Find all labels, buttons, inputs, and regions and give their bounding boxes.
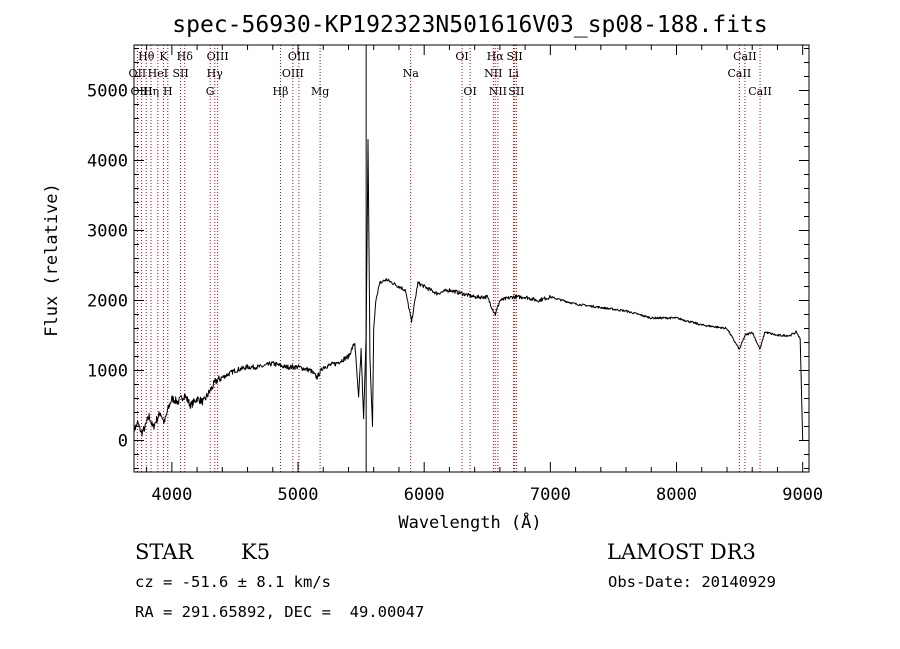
spectral-line-label: Hα bbox=[487, 50, 505, 63]
survey-name: LAMOST DR3 bbox=[607, 540, 756, 564]
y-tick-label: 3000 bbox=[87, 222, 128, 242]
x-tick-label: 6000 bbox=[404, 485, 445, 505]
spectral-line-label: CaII bbox=[748, 85, 772, 98]
x-tick-label: 8000 bbox=[656, 485, 697, 505]
spectral-line-label: Hθ bbox=[138, 50, 155, 63]
observation-date: Obs-Date: 20140929 bbox=[608, 573, 776, 591]
spectral-line-label: OIII bbox=[282, 67, 304, 80]
spectral-line-label: OIII bbox=[207, 50, 229, 63]
spectral-line-label: Na bbox=[403, 67, 420, 80]
x-tick-label: 4000 bbox=[151, 485, 192, 505]
spectral-line-label: OIII bbox=[131, 85, 153, 98]
spectral-line-label: SII bbox=[508, 85, 524, 98]
x-tick-label: 7000 bbox=[530, 485, 571, 505]
y-axis-label: Flux (relative) bbox=[42, 183, 62, 337]
spectral-line-label: OII bbox=[129, 67, 147, 80]
spectral-line-label: Li bbox=[508, 67, 519, 80]
x-axis-ticks: 4000 5000 6000 7000 8000 9000 bbox=[146, 45, 823, 505]
y-tick-label: 5000 bbox=[87, 82, 128, 102]
spectral-line-label: OI bbox=[463, 85, 476, 98]
spectral-line-label: Hη bbox=[143, 85, 159, 98]
y-tick-label: 4000 bbox=[87, 152, 128, 172]
object-class: STAR bbox=[135, 540, 194, 564]
y-tick-label: 1000 bbox=[87, 362, 128, 382]
spectral-line-label: Hδ bbox=[177, 50, 194, 63]
spectral-line-label: HeI bbox=[148, 67, 168, 80]
plot-frame bbox=[133, 44, 810, 473]
spectral-line-label: Hγ bbox=[207, 67, 224, 80]
spectral-line-label: OI bbox=[455, 50, 468, 63]
y-tick-label: 0 bbox=[118, 432, 128, 452]
y-axis-ticks: 0 1000 2000 3000 4000 5000 bbox=[87, 48, 809, 469]
x-tick-label: 5000 bbox=[278, 485, 319, 505]
spectral-line-label: SII bbox=[507, 50, 523, 63]
spectral-line-labels: Hθ OII OIII HeI Hη K H SII Hδ OIII Hγ G Hβ OIII OIII Mg… bbox=[129, 50, 772, 98]
y-tick-label: 2000 bbox=[87, 292, 128, 312]
x-tick-label: 9000 bbox=[782, 485, 823, 505]
redshift-velocity: cz = -51.6 ± 8.1 km/s bbox=[135, 573, 331, 591]
chart-title: spec-56930-KP192323N501616V03_sp08-188.f… bbox=[172, 12, 767, 38]
spectral-line-label: Hβ bbox=[273, 85, 289, 98]
spectral-line-label: G bbox=[206, 85, 215, 98]
spectral-line-label: CaII bbox=[728, 67, 752, 80]
spectral-line-label: K bbox=[159, 50, 168, 63]
spectral-line-label: SII bbox=[172, 67, 188, 80]
spectral-line-markers bbox=[136, 45, 761, 472]
x-axis-label: Wavelength (Å) bbox=[398, 511, 541, 533]
spectral-line-label: OIII bbox=[288, 50, 310, 63]
spectral-line-label: NII bbox=[484, 67, 502, 80]
spectral-line-label: NII bbox=[489, 85, 507, 98]
spectral-line-label: CaII bbox=[733, 50, 757, 63]
spectral-line-label: Mg bbox=[311, 85, 329, 98]
spectral-line-label: H bbox=[163, 85, 173, 98]
object-subclass: K5 bbox=[241, 540, 271, 564]
ra-dec: RA = 291.65892, DEC = 49.00047 bbox=[135, 603, 425, 621]
spectrum-series-line bbox=[133, 139, 804, 441]
